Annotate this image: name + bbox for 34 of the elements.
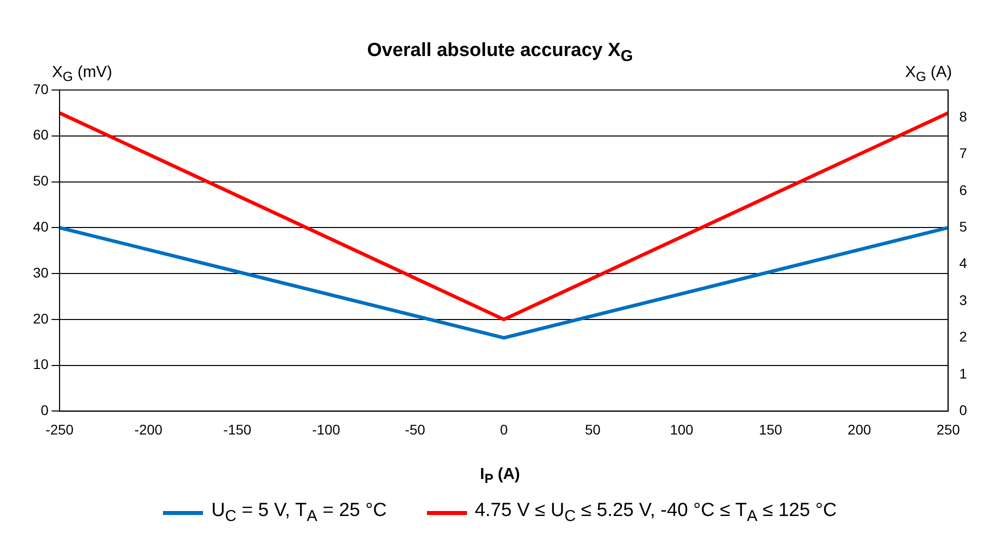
- legend-label: U$_{C}$ = 5 V, T$_{A}$ = 25 °C: [211, 500, 387, 526]
- y2-tick-label: 4: [959, 255, 968, 272]
- x-axis-title: I$_{P}$ (A): [479, 466, 521, 486]
- y-tick-label: 50: [32, 172, 49, 189]
- y2-tick-label: 1: [959, 365, 968, 382]
- y-tick-label: 0: [40, 402, 49, 418]
- x-tick-label: -100: [312, 421, 340, 438]
- y2-tick-label: 5: [959, 218, 968, 235]
- y-tick-label: 10: [32, 356, 49, 372]
- y2-tick-label: 2: [959, 328, 968, 345]
- x-tick-label: -250: [46, 421, 74, 438]
- x-tick-label: -200: [134, 421, 163, 438]
- legend-label: 4.75 V ≤ U$_{C}$ ≤ 5.25 V, -40 °C ≤ T$_{A}$ ≤ 125 °C: [474, 500, 837, 526]
- chart-title: Overall absolute accuracy X$_{G}$: [366, 40, 634, 66]
- y2-axis-title: X$_{G}$ (A): [905, 64, 952, 84]
- y2-tick-label: 7: [959, 145, 968, 162]
- x-tick-label: 200: [848, 421, 872, 438]
- y-tick-label: 20: [32, 310, 49, 326]
- x-tick-label: 50: [584, 421, 601, 438]
- y2-tick-label: 8: [959, 108, 968, 124]
- y-tick-label: 40: [32, 218, 49, 235]
- y2-tick-label: 6: [959, 182, 968, 198]
- x-tick-label: 100: [670, 421, 694, 438]
- y-tick-label: 70: [32, 80, 49, 97]
- x-tick-label: 250: [936, 421, 960, 438]
- y-tick-label: 30: [32, 264, 49, 280]
- x-tick-label: 150: [758, 421, 782, 438]
- y-axis-title: X$_{G}$ (mV): [52, 64, 112, 84]
- x-tick-label: -50: [404, 421, 426, 438]
- x-tick-label: 0: [500, 421, 508, 438]
- y-tick-label: 60: [32, 126, 49, 143]
- y2-tick-label: 0: [959, 402, 968, 418]
- x-tick-label: -150: [223, 421, 252, 438]
- y2-tick-label: 3: [959, 292, 968, 308]
